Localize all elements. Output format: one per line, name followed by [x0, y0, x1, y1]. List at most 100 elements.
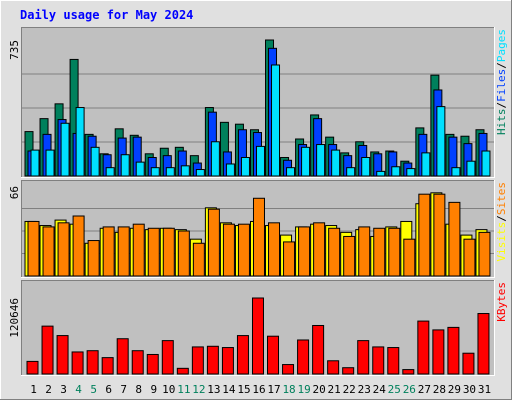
bar-kbytes-day-6 — [101, 357, 114, 375]
bar-sites-day-7 — [117, 226, 130, 277]
x-tick-label: 31 — [478, 383, 491, 396]
bar-kbytes-day-11 — [176, 367, 189, 375]
bar-pages-day-9 — [150, 167, 160, 177]
x-tick-label: 4 — [75, 383, 82, 396]
bar-pages-day-16 — [255, 145, 265, 177]
x-tick-label: 23 — [358, 383, 371, 396]
legend-item: Visits — [495, 222, 508, 262]
chart-title: Daily usage for May 2024 — [20, 8, 193, 22]
bar-pages-day-11 — [180, 165, 190, 177]
bar-kbytes-day-13 — [206, 345, 219, 375]
bar-sites-day-16 — [252, 197, 265, 277]
bar-sites-day-31 — [478, 231, 491, 277]
bar-kbytes-day-22 — [342, 367, 355, 375]
bar-kbytes-day-28 — [432, 329, 445, 375]
bar-sites-day-17 — [268, 222, 281, 277]
bar-pages-day-19 — [301, 146, 311, 177]
legend: Visits/Sites — [495, 182, 508, 262]
bar-sites-day-30 — [463, 238, 476, 277]
bar-kbytes-day-3 — [56, 335, 69, 375]
x-tick-label: 22 — [343, 383, 356, 396]
bar-kbytes-day-31 — [477, 313, 490, 375]
bar-kbytes-day-25 — [387, 347, 400, 375]
bar-pages-day-26 — [406, 168, 416, 177]
legend-item: Pages — [495, 29, 508, 62]
bar-sites-day-15 — [237, 223, 250, 277]
bar-pages-day-13 — [210, 141, 220, 177]
bar-kbytes-day-19 — [297, 339, 310, 375]
bar-pages-day-24 — [376, 170, 386, 177]
panel-3: 120646 KBytes — [8, 280, 508, 376]
y-max-label: 735 — [8, 40, 21, 60]
x-tick-label: 10 — [162, 383, 175, 396]
x-tick-label: 3 — [60, 383, 67, 396]
bar-kbytes-day-24 — [372, 346, 385, 375]
bar-sites-day-18 — [283, 241, 296, 277]
bar-kbytes-day-16 — [251, 297, 264, 375]
bar-kbytes-day-2 — [41, 325, 54, 375]
bar-sites-day-25 — [388, 227, 401, 277]
bar-sites-day-8 — [132, 223, 145, 277]
bar-kbytes-day-8 — [131, 350, 144, 375]
bar-sites-day-13 — [207, 208, 220, 277]
bar-sites-day-26 — [403, 238, 416, 277]
x-tick-label: 8 — [135, 383, 142, 396]
bar-sites-day-22 — [343, 235, 356, 277]
bar-pages-day-28 — [436, 106, 446, 177]
y-max-label: 120646 — [8, 298, 21, 338]
legend: Hits/Files/Pages — [495, 29, 508, 135]
legend-item: Files — [495, 69, 508, 102]
x-tick-label: 20 — [313, 383, 326, 396]
bar-pages-day-20 — [316, 144, 326, 177]
bar-sites-day-4 — [72, 215, 85, 277]
x-tick-label: 27 — [418, 383, 431, 396]
bar-kbytes-day-17 — [267, 335, 280, 375]
bar-pages-day-31 — [481, 150, 491, 177]
bar-pages-day-25 — [391, 166, 401, 177]
x-tick-label: 14 — [222, 383, 236, 396]
bar-sites-day-5 — [87, 240, 100, 277]
bar-pages-day-22 — [346, 167, 356, 177]
bar-kbytes-day-26 — [402, 369, 415, 375]
x-tick-label: 16 — [252, 383, 265, 396]
x-tick-label: 18 — [282, 383, 295, 396]
bar-sites-day-24 — [373, 227, 386, 277]
bar-pages-day-21 — [331, 149, 341, 177]
x-tick-label: 9 — [150, 383, 157, 396]
bar-kbytes-day-30 — [462, 352, 475, 375]
x-axis-labels: 1 2 3 4 5 6 7 8 9 10 11 12 13 14 15 16 17 18 19 20 21 22 23 24 2… — [30, 383, 491, 396]
x-tick-label: 2 — [45, 383, 52, 396]
x-tick-label: 28 — [433, 383, 446, 396]
y-max-label: 66 — [8, 186, 21, 199]
legend-item: Hits — [495, 109, 508, 136]
legend-item: / — [495, 215, 508, 222]
bar-kbytes-day-4 — [71, 351, 84, 375]
bar-kbytes-day-14 — [221, 347, 234, 375]
bar-pages-day-18 — [286, 167, 296, 177]
bar-pages-day-2 — [45, 149, 55, 177]
bar-sites-day-3 — [57, 222, 70, 277]
bar-pages-day-17 — [271, 64, 281, 177]
legend-item: / — [495, 102, 508, 109]
bar-kbytes-day-7 — [116, 338, 129, 375]
x-tick-label: 12 — [192, 383, 205, 396]
x-tick-label: 7 — [120, 383, 127, 396]
x-tick-label: 11 — [177, 383, 190, 396]
bar-sites-day-2 — [42, 226, 55, 277]
bar-sites-day-19 — [298, 226, 311, 277]
bar-pages-day-23 — [361, 156, 371, 177]
bar-kbytes-day-5 — [86, 350, 99, 375]
bar-sites-day-20 — [313, 222, 326, 277]
legend-item: Sites — [495, 182, 508, 215]
x-tick-label: 17 — [267, 383, 280, 396]
bar-kbytes-day-23 — [357, 340, 370, 375]
x-tick-label: 1 — [30, 383, 37, 396]
bar-pages-day-14 — [225, 163, 235, 177]
bar-pages-day-1 — [30, 149, 40, 177]
x-tick-label: 30 — [463, 383, 476, 396]
x-tick-label: 24 — [373, 383, 387, 396]
bar-pages-day-15 — [240, 156, 250, 177]
bar-pages-day-12 — [195, 169, 205, 177]
